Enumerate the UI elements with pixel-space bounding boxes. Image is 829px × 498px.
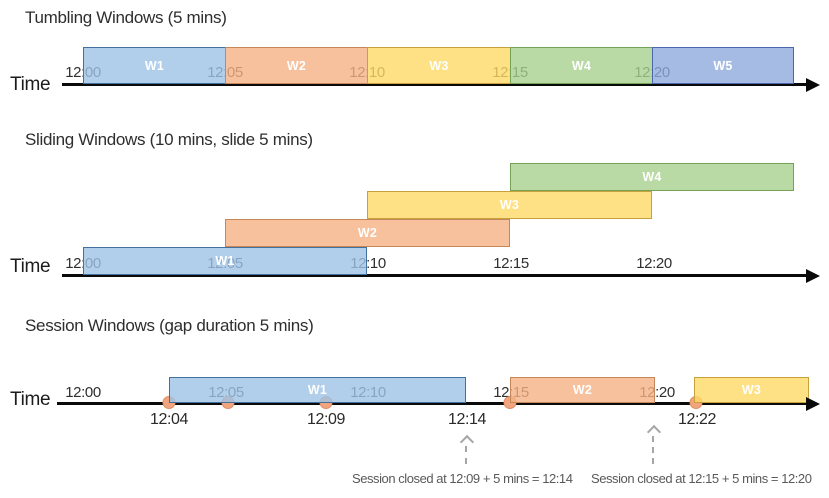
- axis-arrowhead-icon: [806, 268, 820, 283]
- session-closed-annotation: Session closed at 12:09 + 5 mins = 12:14: [352, 471, 573, 486]
- window-box-w1: W1: [83, 47, 226, 84]
- arrow-up-icon: [459, 434, 475, 450]
- tumbling-time-axis-label: Time: [10, 74, 51, 95]
- event-time-label: 12:09: [306, 411, 346, 428]
- callout-dashed-line: [465, 446, 467, 464]
- window-box-w2: W2: [225, 47, 368, 84]
- window-box-w4: W4: [510, 47, 653, 84]
- sliding-timeline-axis: [62, 274, 806, 277]
- session-closed-annotation: Session closed at 12:15 + 5 mins = 12:20: [591, 471, 812, 486]
- arrow-up-icon: [646, 424, 662, 440]
- tick-label: 12:00: [65, 384, 101, 401]
- window-box-w1: W1: [83, 247, 367, 275]
- session-timeline-axis: [57, 402, 806, 405]
- sliding-section-title: Sliding Windows (10 mins, slide 5 mins): [25, 130, 313, 149]
- window-box-w3: W3: [367, 191, 652, 219]
- event-time-label: 12:22: [677, 411, 717, 428]
- window-box-w3: W3: [367, 47, 511, 84]
- window-box-w2: W2: [510, 377, 655, 403]
- window-box-w2: W2: [225, 219, 510, 247]
- callout-dashed-line: [652, 436, 654, 464]
- tick-label: 12:15: [493, 255, 529, 272]
- tumbling-timeline-axis: [62, 83, 806, 86]
- sliding-time-axis-label: Time: [10, 256, 51, 277]
- tick-label: 12:20: [636, 255, 672, 272]
- window-box-w5: W5: [652, 47, 794, 84]
- axis-arrowhead-icon: [806, 396, 820, 411]
- window-box-w4: W4: [510, 163, 794, 191]
- event-time-label: 12:04: [149, 411, 189, 428]
- window-box-w3: W3: [694, 377, 809, 403]
- tumbling-section-title: Tumbling Windows (5 mins): [25, 8, 227, 27]
- session-section-title: Session Windows (gap duration 5 mins): [25, 316, 314, 335]
- window-box-w1: W1: [169, 377, 466, 403]
- session-time-axis-label: Time: [10, 389, 51, 410]
- event-time-label: 12:14: [447, 411, 487, 428]
- axis-arrowhead-icon: [806, 77, 820, 92]
